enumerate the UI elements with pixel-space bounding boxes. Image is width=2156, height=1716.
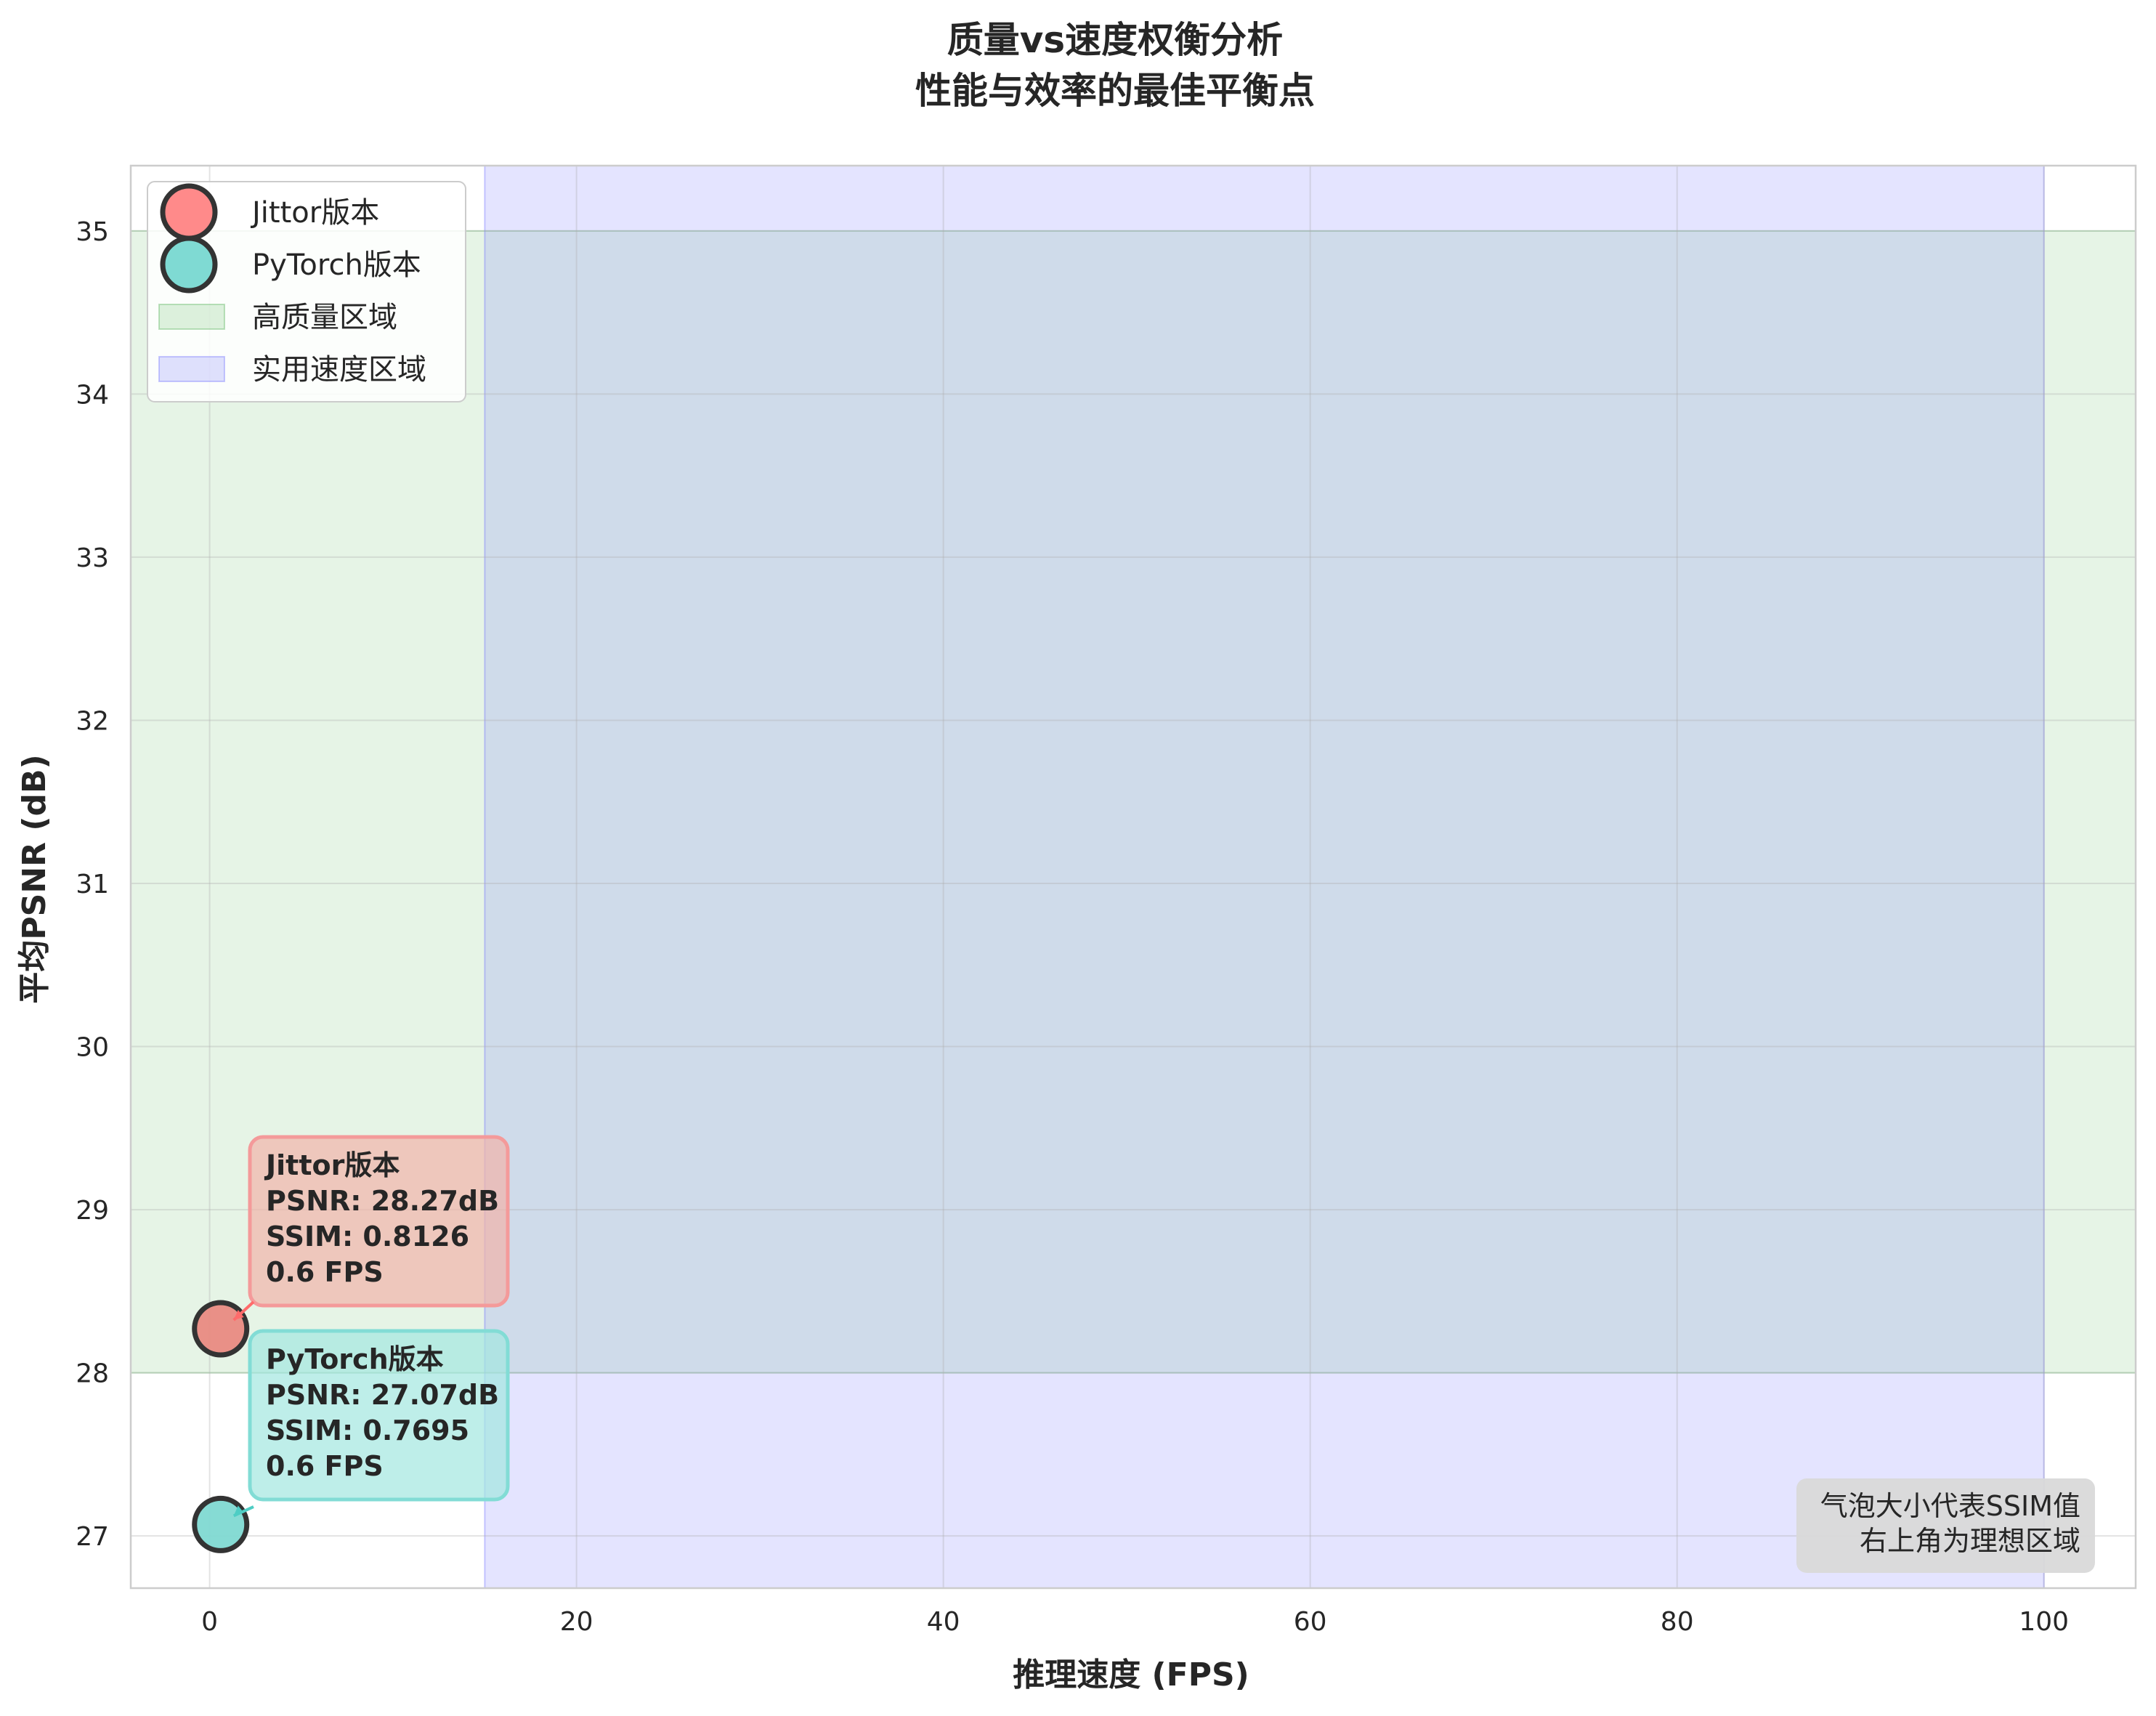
y-tick-label: 27 [76, 1522, 109, 1552]
x-tick-label: 20 [560, 1607, 593, 1637]
annotation-box [248, 1135, 510, 1308]
annotation-text: PyTorch版本 [266, 1343, 444, 1375]
chart-title-line-1: 质量vs速度权衡分析 [947, 19, 1283, 61]
annotation-arrow-head [233, 1309, 244, 1320]
y-tick-label: 35 [76, 217, 109, 247]
x-tick-label: 40 [927, 1607, 960, 1637]
annotation-text: PSNR: 27.07dB [266, 1379, 499, 1411]
legend-pytorch-label: PyTorch版本 [252, 248, 421, 282]
annotation-box [248, 1329, 510, 1502]
y-tick-label: 32 [76, 706, 109, 736]
data-point-pytorch [192, 1495, 250, 1553]
y-axis-label: 平均PSNR (dB) [16, 754, 53, 1003]
x-tick-label: 0 [201, 1607, 218, 1637]
legend-high-quality-label: 高质量区域 [252, 301, 397, 334]
region-practical-speed [484, 165, 2045, 1589]
data-point-jittor [192, 1300, 250, 1358]
annotation-text: Jittor版本 [264, 1149, 400, 1181]
x-tick-label: 60 [1294, 1607, 1327, 1637]
y-tick-label: 31 [76, 870, 109, 899]
x-axis-label: 推理速度 (FPS) [1013, 1656, 1249, 1693]
annotation-text: 0.6 FPS [266, 1256, 384, 1288]
x-tick-label: 100 [2019, 1607, 2069, 1637]
y-tick-label: 33 [76, 543, 109, 573]
annotation-arrow-head [233, 1505, 244, 1516]
annotation-text: PSNR: 28.27dB [266, 1185, 499, 1217]
annotation-text: SSIM: 0.7695 [266, 1415, 469, 1446]
note-text: 右上角为理想区域 [1860, 1525, 2080, 1557]
y-tick-label: 30 [76, 1033, 109, 1063]
chart-title-line-2: 性能与效率的最佳平衡点 [915, 70, 1315, 112]
legend-practical-speed-label: 实用速度区域 [252, 353, 426, 386]
legend-practical-speed-marker [158, 356, 225, 382]
plot-frame [129, 164, 2137, 1590]
note-text: 气泡大小代表SSIM值 [1820, 1490, 2080, 1522]
annotation-text: 0.6 FPS [266, 1450, 384, 1482]
x-tick-label: 80 [1661, 1607, 1694, 1637]
y-tick-label: 29 [76, 1196, 109, 1226]
note-box [1796, 1478, 2095, 1573]
legend-jittor-marker [160, 183, 218, 241]
annotation-text: SSIM: 0.8126 [266, 1221, 469, 1252]
legend-pytorch-marker [160, 235, 218, 294]
legend-high-quality-marker [158, 304, 225, 330]
legend-box [147, 181, 466, 402]
y-tick-label: 34 [76, 380, 109, 410]
y-tick-label: 28 [76, 1359, 109, 1389]
legend-jittor-label: Jittor版本 [250, 196, 379, 230]
